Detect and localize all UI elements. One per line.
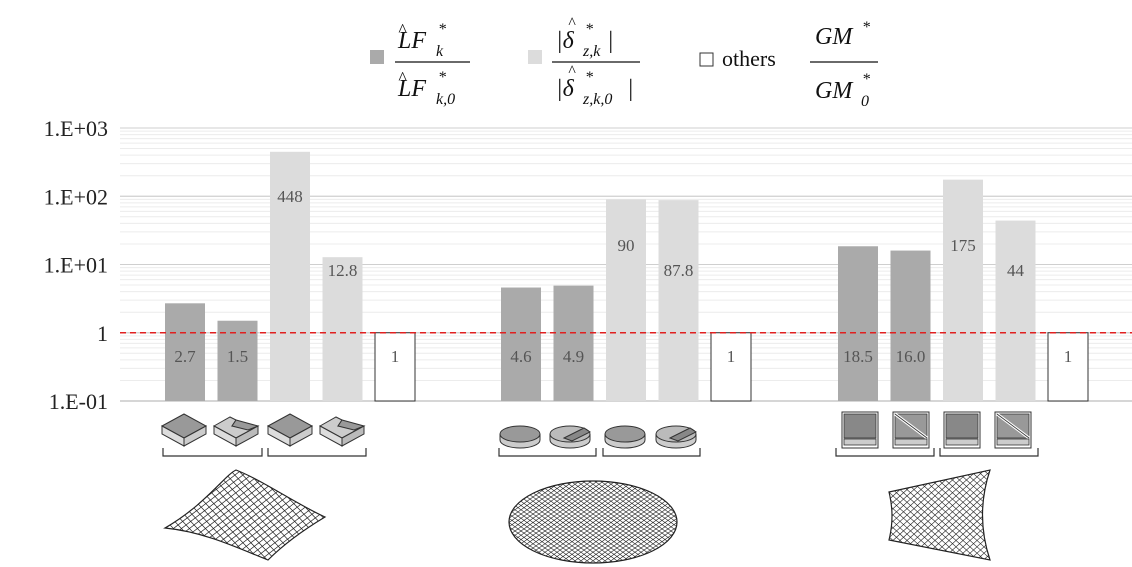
bar-data-label: 1 bbox=[1064, 347, 1073, 366]
bar-data-label: 1 bbox=[391, 347, 400, 366]
bar-data-label: 16.0 bbox=[896, 347, 926, 366]
bar bbox=[270, 151, 310, 401]
bar bbox=[1047, 332, 1089, 402]
surface-spherical-dome-icon bbox=[508, 480, 678, 564]
legend-formula-1-num: LF bbox=[397, 28, 426, 54]
svg-text:^: ^ bbox=[398, 68, 407, 88]
bar-data-label: 90 bbox=[618, 236, 635, 255]
legend-formula-3-den: GM bbox=[815, 78, 854, 104]
bar bbox=[374, 332, 416, 402]
bar-data-label: 1 bbox=[727, 347, 736, 366]
svg-text:|: | bbox=[607, 28, 614, 54]
diagonal-panel-icon bbox=[892, 411, 930, 449]
cut-square-plate-icon bbox=[212, 416, 260, 447]
svg-text:*: * bbox=[438, 69, 446, 86]
legend-formula-2-num: |δ bbox=[556, 28, 575, 54]
svg-text:0: 0 bbox=[861, 93, 869, 110]
bar bbox=[995, 220, 1036, 401]
y-tick-label: 1.E+01 bbox=[44, 253, 108, 278]
y-tick-label: 1.E-01 bbox=[49, 389, 108, 414]
bar bbox=[658, 200, 699, 401]
legend: LF ^ * k LF ^ * k,0 |δ ^ * z,k | |δ ^ * … bbox=[370, 15, 878, 110]
bar-data-label: 448 bbox=[277, 187, 303, 206]
element-icons-group-2 bbox=[498, 425, 701, 457]
element-icons-group-3 bbox=[835, 411, 1039, 457]
bar-data-label: 12.8 bbox=[328, 261, 358, 280]
square-plate-icon bbox=[160, 413, 208, 447]
square-plate-icon bbox=[266, 413, 314, 447]
legend-entry-3: others GM * GM * 0 bbox=[699, 19, 878, 110]
y-tick-label: 1 bbox=[97, 321, 108, 346]
cut-square-plate-icon bbox=[318, 416, 366, 447]
svg-text:*: * bbox=[862, 19, 870, 36]
y-tick-label: 1.E+02 bbox=[44, 184, 108, 209]
svg-text:|: | bbox=[627, 76, 634, 102]
svg-text:^: ^ bbox=[568, 15, 576, 32]
bar bbox=[838, 246, 878, 401]
legend-label-others: others bbox=[722, 46, 776, 71]
bar-data-label: 4.9 bbox=[563, 347, 584, 366]
bar-labels: 2.7 1.5 448 12.8 1 4.6 4.9 90 87.8 1 18.5 16.0 175 44… bbox=[174, 187, 1072, 366]
bar bbox=[165, 303, 205, 401]
cut-circular-plate-icon bbox=[655, 425, 697, 449]
square-panel-icon bbox=[943, 411, 981, 449]
circular-plate-icon bbox=[499, 425, 541, 449]
diagonal-panel-icon bbox=[994, 411, 1032, 449]
bar-data-label: 1.5 bbox=[227, 347, 248, 366]
circular-plate-icon bbox=[604, 425, 646, 449]
element-icons-group-1 bbox=[160, 413, 367, 457]
y-tick-label: 1.E+03 bbox=[44, 116, 108, 141]
svg-text:z,k,0: z,k,0 bbox=[582, 91, 612, 108]
bar bbox=[943, 179, 983, 401]
legend-formula-1-den: LF bbox=[397, 76, 426, 102]
bar-data-label: 2.7 bbox=[174, 347, 196, 366]
svg-text:k,0: k,0 bbox=[436, 91, 455, 108]
surface-hyperboloid-tower-icon bbox=[888, 469, 991, 561]
legend-swatch-3 bbox=[699, 52, 714, 67]
svg-text:*: * bbox=[585, 21, 593, 38]
bar-data-label: 175 bbox=[950, 236, 976, 255]
bar bbox=[890, 250, 931, 401]
bracket-icon bbox=[267, 448, 367, 457]
bar bbox=[606, 199, 646, 401]
bar bbox=[217, 320, 258, 401]
square-panel-icon bbox=[841, 411, 879, 449]
svg-text:*: * bbox=[862, 71, 870, 88]
bracket-icon bbox=[498, 448, 597, 457]
bar bbox=[501, 287, 541, 401]
surface-hyperbolic-paraboloid-icon bbox=[163, 469, 327, 561]
bar-data-label: 4.6 bbox=[510, 347, 531, 366]
bracket-icon bbox=[835, 448, 935, 457]
bar-data-label: 87.8 bbox=[664, 261, 694, 280]
bar-data-label: 44 bbox=[1007, 261, 1025, 280]
svg-text:*: * bbox=[438, 21, 446, 38]
legend-swatch-1 bbox=[370, 50, 384, 64]
svg-text:*: * bbox=[585, 69, 593, 86]
svg-text:z,k: z,k bbox=[582, 43, 601, 60]
legend-entry-1: LF ^ * k LF ^ * k,0 bbox=[370, 20, 470, 108]
legend-swatch-2 bbox=[528, 50, 542, 64]
legend-entry-2: |δ ^ * z,k | |δ ^ * z,k,0 | bbox=[528, 15, 640, 108]
legend-formula-2-den: |δ bbox=[556, 76, 575, 102]
bracket-icon bbox=[602, 448, 701, 457]
bar bbox=[553, 285, 594, 401]
svg-text:k: k bbox=[436, 43, 444, 60]
bracket-icon bbox=[939, 448, 1039, 457]
cut-circular-plate-icon bbox=[549, 425, 591, 449]
bracket-icon bbox=[162, 448, 263, 457]
legend-formula-3-num: GM bbox=[815, 24, 854, 50]
bar bbox=[322, 257, 363, 401]
svg-text:^: ^ bbox=[568, 63, 576, 80]
bars bbox=[165, 151, 1089, 402]
svg-text:^: ^ bbox=[398, 20, 407, 40]
y-axis-ticks: 1.E-01 1 1.E+01 1.E+02 1.E+03 bbox=[44, 116, 108, 414]
bar-data-label: 18.5 bbox=[843, 347, 873, 366]
bar bbox=[710, 332, 752, 402]
